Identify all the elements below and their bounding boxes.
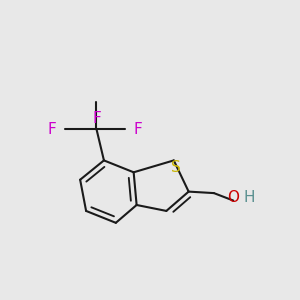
Text: S: S (171, 160, 181, 175)
Text: H: H (244, 190, 255, 205)
Text: F: F (48, 122, 56, 137)
Text: F: F (134, 122, 142, 137)
Text: F: F (92, 111, 101, 126)
Text: O: O (227, 190, 239, 205)
